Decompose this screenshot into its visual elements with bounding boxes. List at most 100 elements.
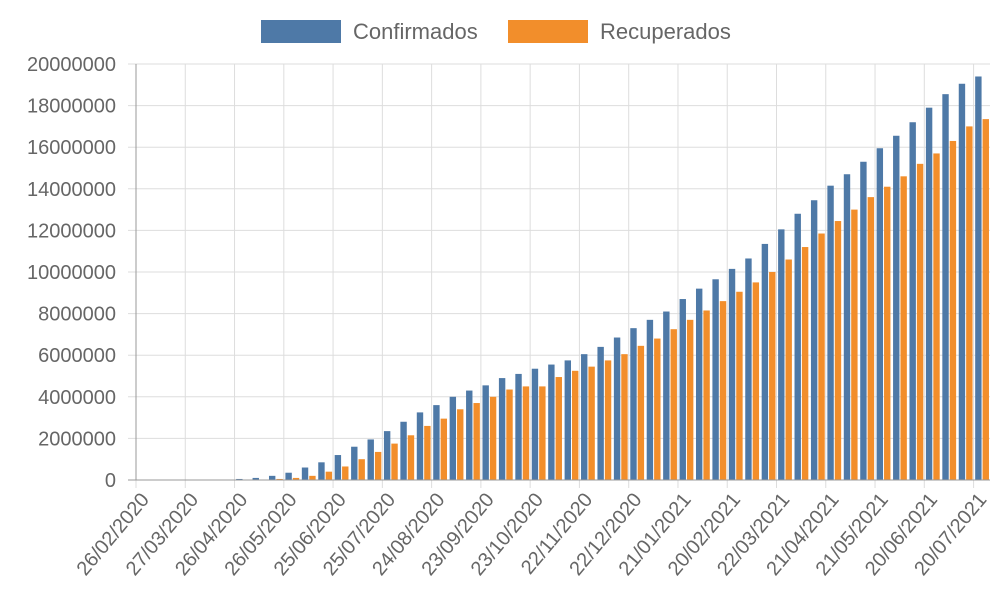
bar-confirmados — [810, 200, 818, 481]
bar-recuperados — [572, 370, 579, 480]
y-tick-label: 18000000 — [27, 96, 116, 118]
bar-recuperados — [949, 140, 957, 480]
bar-recuperados — [292, 477, 300, 480]
bar-confirmados — [958, 83, 966, 480]
bar-recuperados — [752, 282, 760, 480]
bar-confirmados — [745, 258, 752, 480]
bar-recuperados — [374, 451, 382, 480]
bar-confirmados — [548, 364, 555, 480]
bar-confirmados — [367, 439, 374, 480]
bar-confirmados — [613, 337, 621, 480]
y-tick-label: 16000000 — [27, 137, 116, 159]
bar-confirmados — [843, 174, 851, 481]
bar-recuperados — [719, 301, 727, 480]
bar-recuperados — [703, 310, 710, 480]
bar-recuperados — [391, 443, 398, 480]
bar-confirmados — [301, 467, 309, 480]
bar-recuperados — [834, 221, 842, 481]
bar-recuperados — [539, 386, 546, 480]
bar-recuperados — [933, 153, 940, 480]
bar-recuperados — [884, 186, 891, 480]
y-tick-label: 10000000 — [27, 262, 116, 284]
legend-label-confirmados: Confirmados — [353, 19, 478, 44]
bar-confirmados — [893, 135, 900, 480]
bar-recuperados — [785, 259, 792, 480]
bar-confirmados — [942, 94, 949, 480]
bar-confirmados — [778, 229, 785, 480]
bar-recuperados — [342, 466, 349, 480]
bar-confirmados — [400, 421, 407, 480]
bar-confirmados — [712, 279, 719, 480]
y-tick-label: 2000000 — [38, 428, 116, 450]
bar-confirmados — [466, 390, 473, 480]
bar-recuperados — [424, 425, 431, 480]
bar-recuperados — [604, 360, 612, 480]
bar-recuperados — [801, 247, 809, 480]
bar-confirmados — [909, 122, 916, 481]
bar-confirmados — [597, 346, 604, 480]
bar-confirmados — [876, 148, 884, 481]
bar-confirmados — [630, 328, 637, 480]
bar-confirmados — [975, 76, 982, 480]
bar-recuperados — [818, 233, 825, 480]
y-tick-label: 8000000 — [38, 304, 116, 326]
bar-recuperados — [522, 386, 530, 480]
y-axis-ticks: 0 2000000 4000000 6000000 8000000 10000000 120… — [27, 54, 116, 492]
bar-confirmados — [416, 412, 424, 480]
bar-confirmados — [695, 288, 703, 480]
bar-recuperados — [867, 197, 875, 480]
bar-recuperados — [358, 459, 365, 480]
y-tick-label: 0 — [105, 470, 116, 492]
y-tick-label: 20000000 — [27, 54, 116, 76]
bar-recuperados — [457, 409, 464, 480]
bar-recuperados — [670, 329, 677, 480]
bar-confirmados — [531, 368, 539, 480]
bar-confirmados — [663, 311, 670, 480]
bar-confirmados — [827, 185, 834, 480]
bar-recuperados — [900, 176, 907, 480]
bar-confirmados — [925, 107, 933, 481]
bars — [219, 76, 989, 481]
bar-confirmados — [318, 462, 325, 480]
bar-recuperados — [473, 403, 480, 480]
bar-recuperados — [588, 366, 595, 480]
axes — [128, 64, 990, 481]
bar-recuperados — [916, 163, 924, 480]
bar-recuperados — [982, 119, 989, 481]
bar-recuperados — [276, 478, 283, 480]
y-tick-label: 14000000 — [27, 179, 116, 201]
legend-swatch-confirmados — [261, 20, 341, 43]
bar-recuperados — [654, 338, 661, 480]
bar-confirmados — [268, 475, 276, 480]
bar-confirmados — [383, 431, 391, 480]
legend: Confirmados Recuperados — [261, 19, 731, 44]
bar-recuperados — [309, 475, 316, 480]
bar-recuperados — [621, 354, 628, 480]
bar-confirmados — [498, 378, 506, 480]
legend-label-recuperados: Recuperados — [600, 19, 731, 44]
bar-confirmados — [761, 243, 769, 480]
bar-recuperados — [966, 126, 973, 481]
bar-recuperados — [555, 377, 562, 480]
bar-confirmados — [679, 299, 686, 480]
bar-recuperados — [325, 471, 333, 480]
y-tick-label: 6000000 — [38, 345, 116, 367]
bar-recuperados — [686, 319, 694, 480]
bar-confirmados — [794, 213, 801, 480]
bar-confirmados — [515, 373, 522, 480]
bar-recuperados — [637, 345, 645, 480]
y-tick-label: 12000000 — [27, 220, 116, 242]
bar-recuperados — [407, 435, 415, 480]
y-tick-label: 4000000 — [38, 387, 116, 409]
bar-recuperados — [440, 418, 448, 480]
bar-confirmados — [728, 268, 736, 480]
bar-recuperados — [489, 396, 497, 480]
legend-swatch-recuperados — [508, 20, 588, 43]
bar-confirmados — [252, 477, 259, 480]
bar-confirmados — [334, 455, 342, 480]
bar-recuperados — [736, 291, 743, 480]
bar-confirmados — [433, 405, 440, 480]
bar-confirmados — [285, 472, 292, 480]
bar-confirmados — [581, 354, 588, 480]
